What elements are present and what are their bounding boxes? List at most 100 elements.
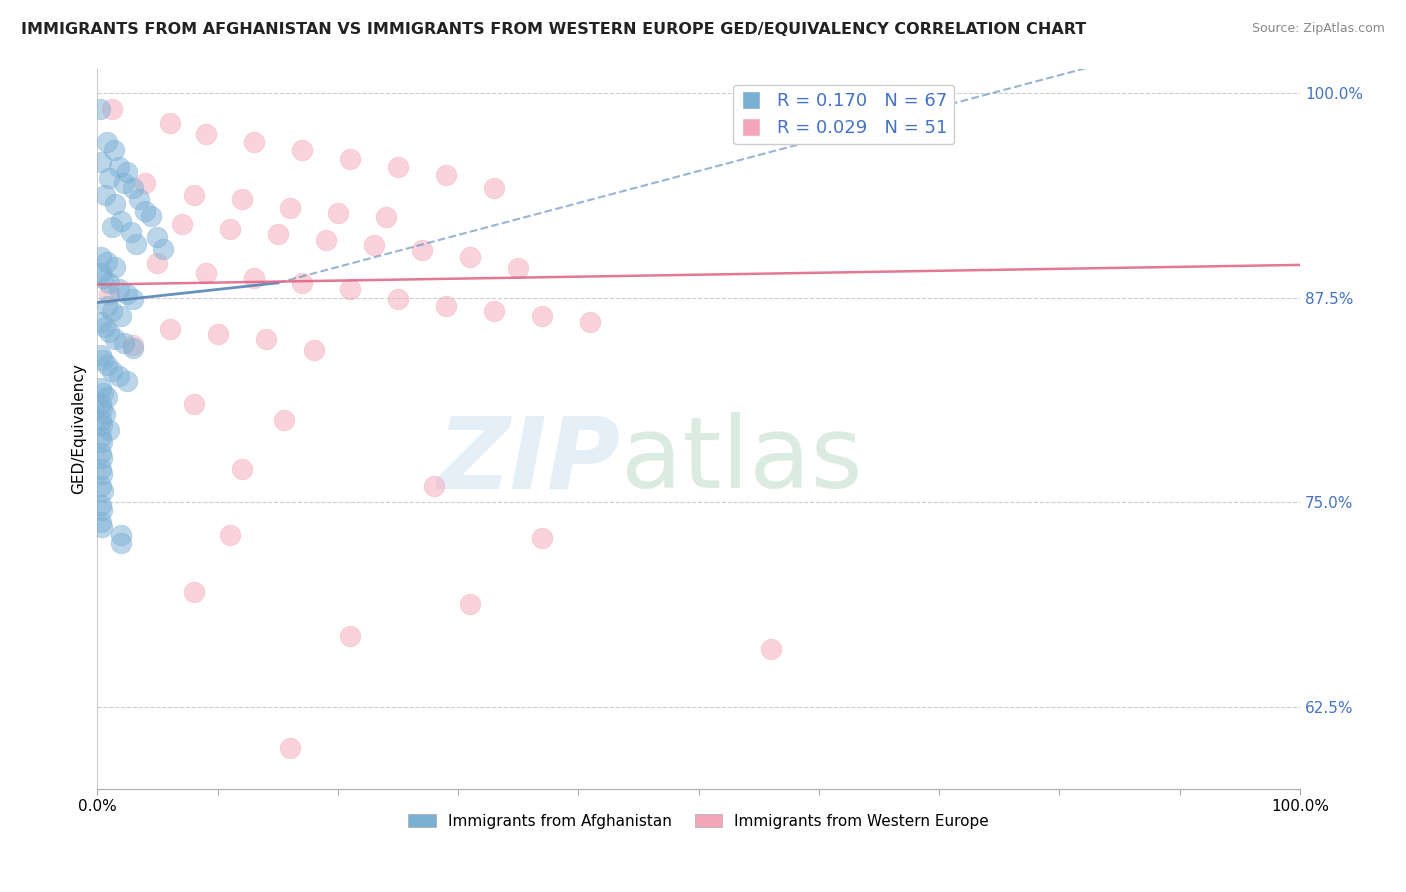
Point xyxy=(104,197,127,211)
Point xyxy=(90,462,112,476)
Point xyxy=(387,160,409,174)
Point xyxy=(93,385,115,400)
Point xyxy=(363,238,385,252)
Point xyxy=(315,233,337,247)
Point xyxy=(339,152,361,166)
Point xyxy=(434,299,457,313)
Point xyxy=(231,193,253,207)
Point xyxy=(90,397,112,411)
Point xyxy=(458,597,481,611)
Point xyxy=(110,213,132,227)
Point xyxy=(101,303,124,318)
Point xyxy=(122,338,145,352)
Point xyxy=(98,287,121,301)
Point xyxy=(484,181,506,195)
Point xyxy=(90,430,112,444)
Point xyxy=(90,446,112,460)
Point xyxy=(128,193,150,207)
Point xyxy=(91,418,114,433)
Point xyxy=(90,479,112,493)
Point xyxy=(122,292,145,306)
Point xyxy=(98,325,121,339)
Point xyxy=(96,254,118,268)
Point xyxy=(110,309,132,323)
Text: atlas: atlas xyxy=(620,412,862,509)
Point xyxy=(375,211,398,225)
Point xyxy=(146,230,169,244)
Point xyxy=(218,528,240,542)
Point xyxy=(531,309,554,323)
Point xyxy=(134,203,156,218)
Point xyxy=(194,266,217,280)
Text: Source: ZipAtlas.com: Source: ZipAtlas.com xyxy=(1251,22,1385,36)
Point xyxy=(117,287,139,301)
Point xyxy=(96,391,118,405)
Point xyxy=(159,115,181,129)
Point xyxy=(278,201,301,215)
Point xyxy=(90,499,112,513)
Point xyxy=(98,171,121,186)
Point xyxy=(91,450,114,465)
Point xyxy=(120,225,142,239)
Point xyxy=(112,336,135,351)
Point xyxy=(110,528,132,542)
Legend: Immigrants from Afghanistan, Immigrants from Western Europe: Immigrants from Afghanistan, Immigrants … xyxy=(402,807,995,835)
Point xyxy=(93,187,115,202)
Point xyxy=(96,299,118,313)
Text: IMMIGRANTS FROM AFGHANISTAN VS IMMIGRANTS FROM WESTERN EUROPE GED/EQUIVALENCY CO: IMMIGRANTS FROM AFGHANISTAN VS IMMIGRANT… xyxy=(21,22,1087,37)
Point xyxy=(387,292,409,306)
Point xyxy=(90,250,112,264)
Point xyxy=(207,326,229,341)
Point xyxy=(242,135,264,149)
Point xyxy=(90,381,112,395)
Point xyxy=(291,144,314,158)
Point xyxy=(90,515,112,529)
Point xyxy=(103,144,125,158)
Point xyxy=(122,342,145,356)
Point xyxy=(93,407,115,421)
Point xyxy=(339,629,361,643)
Point xyxy=(101,364,124,378)
Point xyxy=(91,503,114,517)
Point xyxy=(183,397,205,411)
Point xyxy=(104,260,127,274)
Point xyxy=(89,103,111,117)
Point xyxy=(108,369,131,384)
Point xyxy=(302,343,325,357)
Point xyxy=(104,332,127,346)
Point xyxy=(183,187,205,202)
Point xyxy=(273,413,295,427)
Point xyxy=(91,467,114,482)
Point xyxy=(90,154,112,169)
Point xyxy=(423,479,446,493)
Point xyxy=(508,261,530,276)
Point xyxy=(93,352,115,367)
Point xyxy=(134,176,156,190)
Point xyxy=(339,282,361,296)
Point xyxy=(110,536,132,550)
Point xyxy=(93,483,115,498)
Point xyxy=(759,642,782,657)
Text: ZIP: ZIP xyxy=(437,412,620,509)
Point xyxy=(90,413,112,427)
Point xyxy=(93,320,115,334)
Point xyxy=(91,401,114,416)
Point xyxy=(254,332,277,346)
Point xyxy=(101,220,124,235)
Point xyxy=(91,434,114,449)
Point xyxy=(434,168,457,182)
Point xyxy=(146,256,169,270)
Point xyxy=(231,462,253,476)
Point xyxy=(484,303,506,318)
Point xyxy=(90,348,112,362)
Point xyxy=(98,276,121,290)
Point xyxy=(108,282,131,296)
Point xyxy=(117,164,139,178)
Point xyxy=(579,315,602,329)
Point xyxy=(170,217,193,231)
Point xyxy=(98,423,121,437)
Point xyxy=(278,740,301,755)
Point xyxy=(96,358,118,372)
Point xyxy=(93,271,115,285)
Point xyxy=(101,103,124,117)
